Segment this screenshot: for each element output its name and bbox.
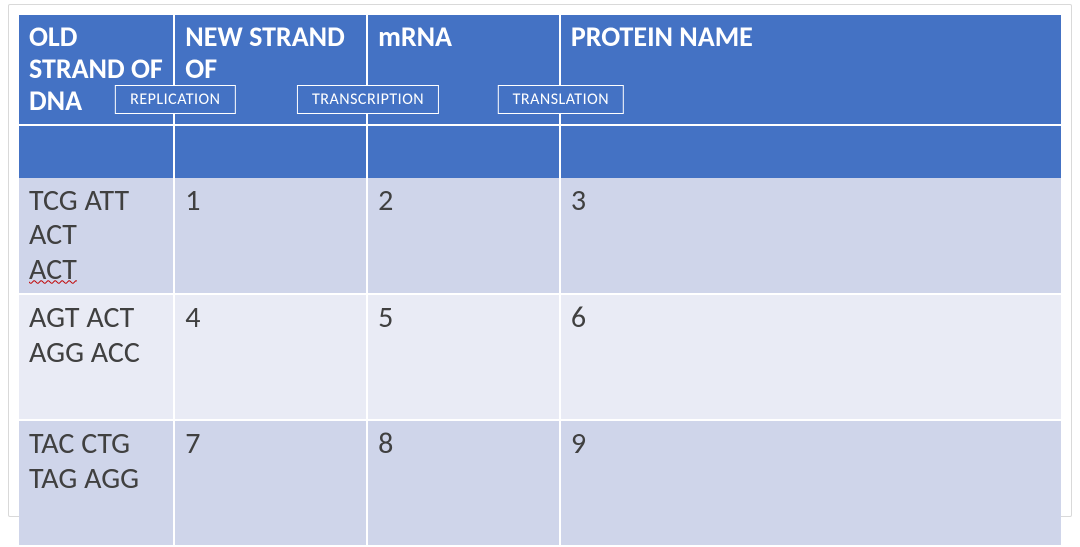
dna-table: OLD STRAND OF DNA NEW STRAND OF mRNA PRO… (19, 15, 1061, 547)
header-row: OLD STRAND OF DNA NEW STRAND OF mRNA PRO… (19, 15, 1061, 126)
col-mrna: mRNA (368, 15, 561, 126)
cell-new-strand: 4 (175, 295, 368, 421)
col-old-strand: OLD STRAND OF DNA (19, 15, 175, 126)
table-row: TAC CTG TAG AGG789 (19, 421, 1061, 547)
cell-new-strand: 7 (175, 421, 368, 547)
cell-old-strand: AGT ACT AGG ACC (19, 295, 175, 421)
cell-new-strand: 1 (175, 178, 368, 296)
header-spacer (19, 126, 1061, 178)
cell-old-strand: TCG ATT ACTACT (19, 178, 175, 296)
cell-protein: 3 (561, 178, 1061, 296)
col-protein-name: PROTEIN NAME (561, 15, 1061, 126)
table-row: AGT ACT AGG ACC456 (19, 295, 1061, 421)
table-body: TCG ATT ACTACT123AGT ACT AGG ACC456TAC C… (19, 178, 1061, 547)
table-row: TCG ATT ACTACT123 (19, 178, 1061, 296)
cell-protein: 6 (561, 295, 1061, 421)
col-new-strand: NEW STRAND OF (175, 15, 368, 126)
cell-mrna: 5 (368, 295, 561, 421)
cell-old-strand: TAC CTG TAG AGG (19, 421, 175, 547)
cell-mrna: 2 (368, 178, 561, 296)
cell-protein: 9 (561, 421, 1061, 547)
slide-frame: OLD STRAND OF DNA NEW STRAND OF mRNA PRO… (8, 4, 1072, 517)
cell-mrna: 8 (368, 421, 561, 547)
